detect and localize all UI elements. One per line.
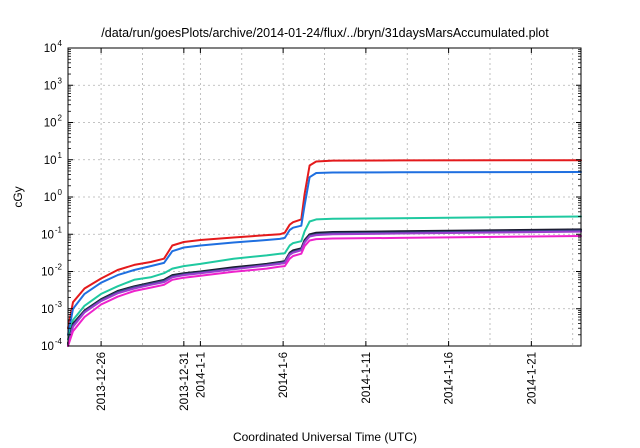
y-tick-label: 10 xyxy=(44,80,57,92)
series-line-3 xyxy=(67,215,582,341)
y-tick-label: 10 xyxy=(41,341,54,353)
y-tick-exponent: 2 xyxy=(58,114,63,123)
x-tick-label: 2013-12-31 xyxy=(179,352,191,411)
series-line-7 xyxy=(67,235,582,347)
series-line-2 xyxy=(67,171,582,336)
x-tick-label: 2014-1-21 xyxy=(526,352,538,404)
y-tick-exponent: -2 xyxy=(55,263,63,272)
grid-lines xyxy=(68,48,581,346)
series-line-6 xyxy=(67,230,582,347)
series-line-5 xyxy=(67,229,582,346)
y-tick-label: 10 xyxy=(41,229,54,241)
y-axis-label: cGy xyxy=(11,186,25,207)
x-tick-label: 2014-1-16 xyxy=(444,352,456,404)
y-tick-exponent: -4 xyxy=(55,337,63,346)
y-tick-exponent: -1 xyxy=(55,225,63,234)
y-tick-exponent: 0 xyxy=(58,188,63,197)
y-tick-label: 10 xyxy=(41,267,54,279)
x-tick-label: 2014-1-1 xyxy=(195,352,207,398)
y-tick-label: 10 xyxy=(44,155,57,167)
x-tick-label: 2014-1-6 xyxy=(278,352,290,398)
chart-title: /data/run/goesPlots/archive/2014-01-24/f… xyxy=(101,26,549,40)
x-axis-label: Coordinated Universal Time (UTC) xyxy=(233,430,417,444)
series-lines xyxy=(67,159,582,347)
series-line-1 xyxy=(67,159,582,330)
x-tick-label: 2014-1-11 xyxy=(361,352,373,404)
y-tick-exponent: 3 xyxy=(58,76,63,85)
y-tick-label: 10 xyxy=(44,192,57,204)
y-tick-exponent: 1 xyxy=(58,151,63,160)
y-tick-label: 10 xyxy=(44,43,57,55)
y-tick-exponent: 4 xyxy=(58,39,63,48)
y-tick-label: 10 xyxy=(41,304,54,316)
x-tick-label: 2013-12-26 xyxy=(96,352,108,411)
y-tick-label: 10 xyxy=(44,118,57,130)
y-tick-exponent: -3 xyxy=(55,300,63,309)
x-axis-ticks: 2013-12-26 2013-12-31 2014-1-1 2014-1-6 2014… xyxy=(96,48,538,411)
